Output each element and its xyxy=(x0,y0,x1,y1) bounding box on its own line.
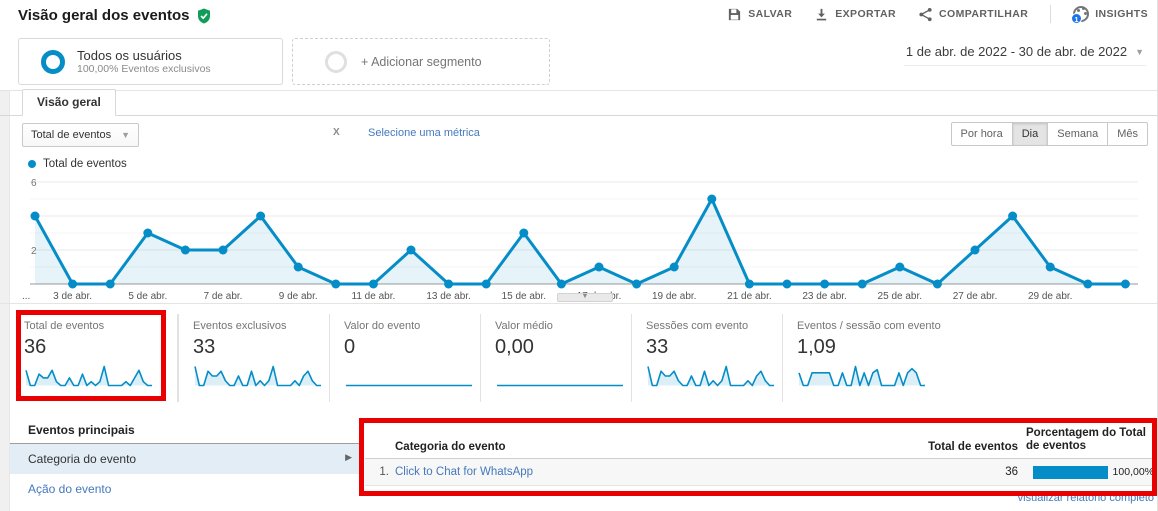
menu-item-event-label[interactable]: Rótulo do evento xyxy=(10,504,362,511)
sparkline xyxy=(25,365,152,387)
add-segment-ring-icon xyxy=(325,50,347,73)
chevron-down-icon: ▼ xyxy=(1135,46,1144,57)
save-button[interactable]: SALVAR xyxy=(727,7,792,22)
svg-text:...: ... xyxy=(22,291,30,302)
tab-overview[interactable]: Visão geral xyxy=(22,89,116,116)
toolbar-divider xyxy=(1050,5,1052,23)
segment-title: Todos os usuários xyxy=(77,48,182,63)
svg-text:5 de abr.: 5 de abr. xyxy=(128,291,167,302)
granularity-toggle: Por hora Dia Semana Mês xyxy=(950,122,1148,146)
menu-header: Eventos principais xyxy=(10,415,362,444)
segment-all-users[interactable]: Todos os usuários 100,00% Eventos exclus… xyxy=(18,38,283,85)
svg-text:19 de abr.: 19 de abr. xyxy=(652,291,696,302)
percentage-bar-track xyxy=(1032,465,1108,479)
table-row: 1. Click to Chat for WhatsApp 36 100,00% xyxy=(365,459,1156,486)
report-header: Visão geral dos eventos SALVAR xyxy=(0,0,1157,32)
timeseries-chart-section: Total de eventos 246...3 de abr.5 de abr… xyxy=(0,152,1157,304)
insights-badge: 1 xyxy=(1071,13,1083,24)
events-line-chart: 246...3 de abr.5 de abr.7 de abr.9 de ab… xyxy=(22,178,1138,302)
segment-ring-icon xyxy=(41,49,65,74)
chart-annotations-handle[interactable]: ▼ xyxy=(557,293,613,302)
chevron-down-icon: ▼ xyxy=(121,130,131,140)
add-segment-button[interactable]: + Adicionar segmento xyxy=(292,38,550,85)
verified-shield-icon xyxy=(198,8,211,23)
menu-item-event-action[interactable]: Ação do evento xyxy=(28,482,112,496)
row-total: 36 xyxy=(1005,466,1018,478)
tab-bar: Visão geral xyxy=(0,89,1157,116)
top-events-menu: Eventos principais Categoria do evento ▶… xyxy=(10,415,362,511)
svg-text:25 de abr.: 25 de abr. xyxy=(878,291,922,302)
save-icon xyxy=(729,8,741,20)
table-header-row: Categoria do evento Total de eventos Por… xyxy=(365,421,1156,459)
chevron-right-icon: ▶ xyxy=(345,452,352,462)
percentage-bar xyxy=(1032,465,1108,479)
sparkline xyxy=(647,365,774,387)
share-button[interactable]: COMPARTILHAR xyxy=(918,7,1028,22)
export-button[interactable]: EXPORTAR xyxy=(814,7,896,22)
legend-dot-icon xyxy=(28,160,36,168)
page-title: Visão geral dos eventos xyxy=(18,7,190,24)
chart-controls: Total de eventos ▼ X Selecione uma métri… xyxy=(0,116,1157,152)
scorecard-unique-events[interactable]: Eventos exclusivos 33 xyxy=(178,314,329,402)
view-full-report-link[interactable]: visualizar relatório completo xyxy=(1017,492,1154,504)
scorecard-avg-value[interactable]: Valor médio 0,00 xyxy=(480,314,631,402)
segment-subtitle: 100,00% Eventos exclusivos xyxy=(77,63,211,75)
remove-metric-button[interactable]: X xyxy=(333,127,340,138)
svg-text:29 de abr.: 29 de abr. xyxy=(1028,291,1072,302)
left-gutter xyxy=(0,32,10,511)
menu-item-event-category[interactable]: Categoria do evento ▶ xyxy=(10,444,362,474)
svg-text:3 de abr.: 3 de abr. xyxy=(53,291,92,302)
svg-text:7 de abr.: 7 de abr. xyxy=(204,291,243,302)
sparkline xyxy=(346,384,472,387)
header-category: Categoria do evento xyxy=(395,441,506,453)
scorecard-sessions-with-event[interactable]: Sessões com evento 33 xyxy=(631,314,782,402)
header-percentage: Porcentagem do Total de eventos xyxy=(1026,427,1146,452)
insights-icon: 1 xyxy=(1071,6,1090,24)
svg-text:6: 6 xyxy=(31,178,37,189)
sparkline xyxy=(194,365,321,387)
svg-text:2: 2 xyxy=(31,246,37,257)
date-range-selector[interactable]: 1 de abr. de 2022 - 30 de abr. de 2022 ▼ xyxy=(903,42,1146,66)
report-toolbar: SALVAR EXPORTAR COMPARTILHAR xyxy=(727,5,1148,24)
category-link[interactable]: Click to Chat for WhatsApp xyxy=(395,466,534,478)
header-total: Total de eventos xyxy=(928,441,1018,453)
svg-text:13 de abr.: 13 de abr. xyxy=(426,291,470,302)
granularity-hour[interactable]: Por hora xyxy=(950,122,1013,146)
svg-text:23 de abr.: 23 de abr. xyxy=(802,291,846,302)
insights-button[interactable]: 1 INSIGHTS xyxy=(1071,6,1148,24)
granularity-week[interactable]: Semana xyxy=(1048,122,1109,146)
scorecard-events-per-session[interactable]: Eventos / sessão com evento 1,09 xyxy=(782,314,941,402)
download-icon xyxy=(817,8,827,20)
chart-legend: Total de eventos xyxy=(28,158,127,170)
share-icon xyxy=(919,7,932,21)
event-category-table: Categoria do evento Total de eventos Por… xyxy=(365,421,1156,504)
granularity-month[interactable]: Mês xyxy=(1108,122,1148,146)
svg-text:11 de abr.: 11 de abr. xyxy=(352,291,396,302)
scorecard-total-events[interactable]: Total de eventos 36 xyxy=(18,314,178,402)
row-percentage: 100,00% xyxy=(1112,466,1154,478)
select-metric-link[interactable]: Selecione uma métrica xyxy=(368,127,480,139)
scorecard-row: Total de eventos 36 Eventos exclusivos 3… xyxy=(18,314,941,402)
segment-section: Todos os usuários 100,00% Eventos exclus… xyxy=(0,32,1157,91)
svg-text:21 de abr.: 21 de abr. xyxy=(727,291,771,302)
sparkline xyxy=(497,384,623,387)
svg-text:9 de abr.: 9 de abr. xyxy=(279,291,318,302)
sparkline xyxy=(798,365,925,387)
svg-text:15 de abr.: 15 de abr. xyxy=(502,291,546,302)
row-rank: 1. xyxy=(379,466,389,478)
metric-dropdown[interactable]: Total de eventos ▼ xyxy=(22,123,140,147)
granularity-day[interactable]: Dia xyxy=(1012,122,1049,146)
scorecard-event-value[interactable]: Valor do evento 0 xyxy=(329,314,480,402)
svg-text:27 de abr.: 27 de abr. xyxy=(953,291,997,302)
